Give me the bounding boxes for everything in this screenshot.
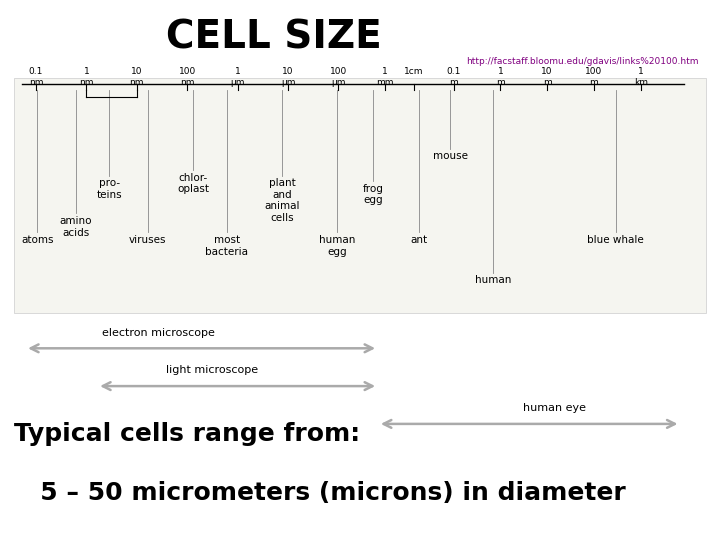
Text: 10
nm: 10 nm: [130, 68, 144, 87]
Text: 10
m: 10 m: [541, 68, 553, 87]
Text: 1
m: 1 m: [496, 68, 505, 87]
Text: http://facstaff.bloomu.edu/gdavis/links%20100.htm: http://facstaff.bloomu.edu/gdavis/links%…: [466, 57, 698, 66]
Text: viruses: viruses: [129, 235, 166, 245]
Text: human eye: human eye: [523, 403, 586, 413]
Text: blue whale: blue whale: [588, 235, 644, 245]
Text: electron microscope: electron microscope: [102, 327, 215, 338]
Text: 10
μm: 10 μm: [281, 68, 295, 87]
Text: pro-
teins: pro- teins: [96, 178, 122, 200]
Text: CELL SIZE: CELL SIZE: [166, 19, 382, 57]
Text: 5 – 50 micrometers (microns) in diameter: 5 – 50 micrometers (microns) in diameter: [14, 481, 626, 505]
Text: mouse: mouse: [433, 151, 467, 161]
Text: 1
mm: 1 mm: [377, 68, 394, 87]
Text: ant: ant: [410, 235, 428, 245]
Text: chlor-
oplast: chlor- oplast: [177, 173, 209, 194]
Text: 1
km: 1 km: [634, 68, 648, 87]
Text: human
egg: human egg: [319, 235, 355, 256]
Text: light microscope: light microscope: [166, 365, 258, 375]
Text: frog
egg: frog egg: [363, 184, 383, 205]
Text: 1
μm: 1 μm: [230, 68, 245, 87]
Text: 1cm: 1cm: [404, 68, 424, 77]
Text: amino
acids: amino acids: [59, 216, 92, 238]
Text: 1
nm: 1 nm: [79, 68, 94, 87]
Text: 0.1
m: 0.1 m: [446, 68, 461, 87]
Text: 0.1
nm: 0.1 nm: [29, 68, 43, 87]
Text: most
bacteria: most bacteria: [205, 235, 248, 256]
Text: 100
μm: 100 μm: [330, 68, 347, 87]
Text: plant
and
animal
cells: plant and animal cells: [264, 178, 300, 223]
FancyBboxPatch shape: [14, 78, 706, 313]
Text: human: human: [475, 275, 511, 286]
Text: 100
m: 100 m: [585, 68, 603, 87]
Text: atoms: atoms: [21, 235, 54, 245]
Text: Typical cells range from:: Typical cells range from:: [14, 422, 361, 446]
Text: 100
nm: 100 nm: [179, 68, 196, 87]
